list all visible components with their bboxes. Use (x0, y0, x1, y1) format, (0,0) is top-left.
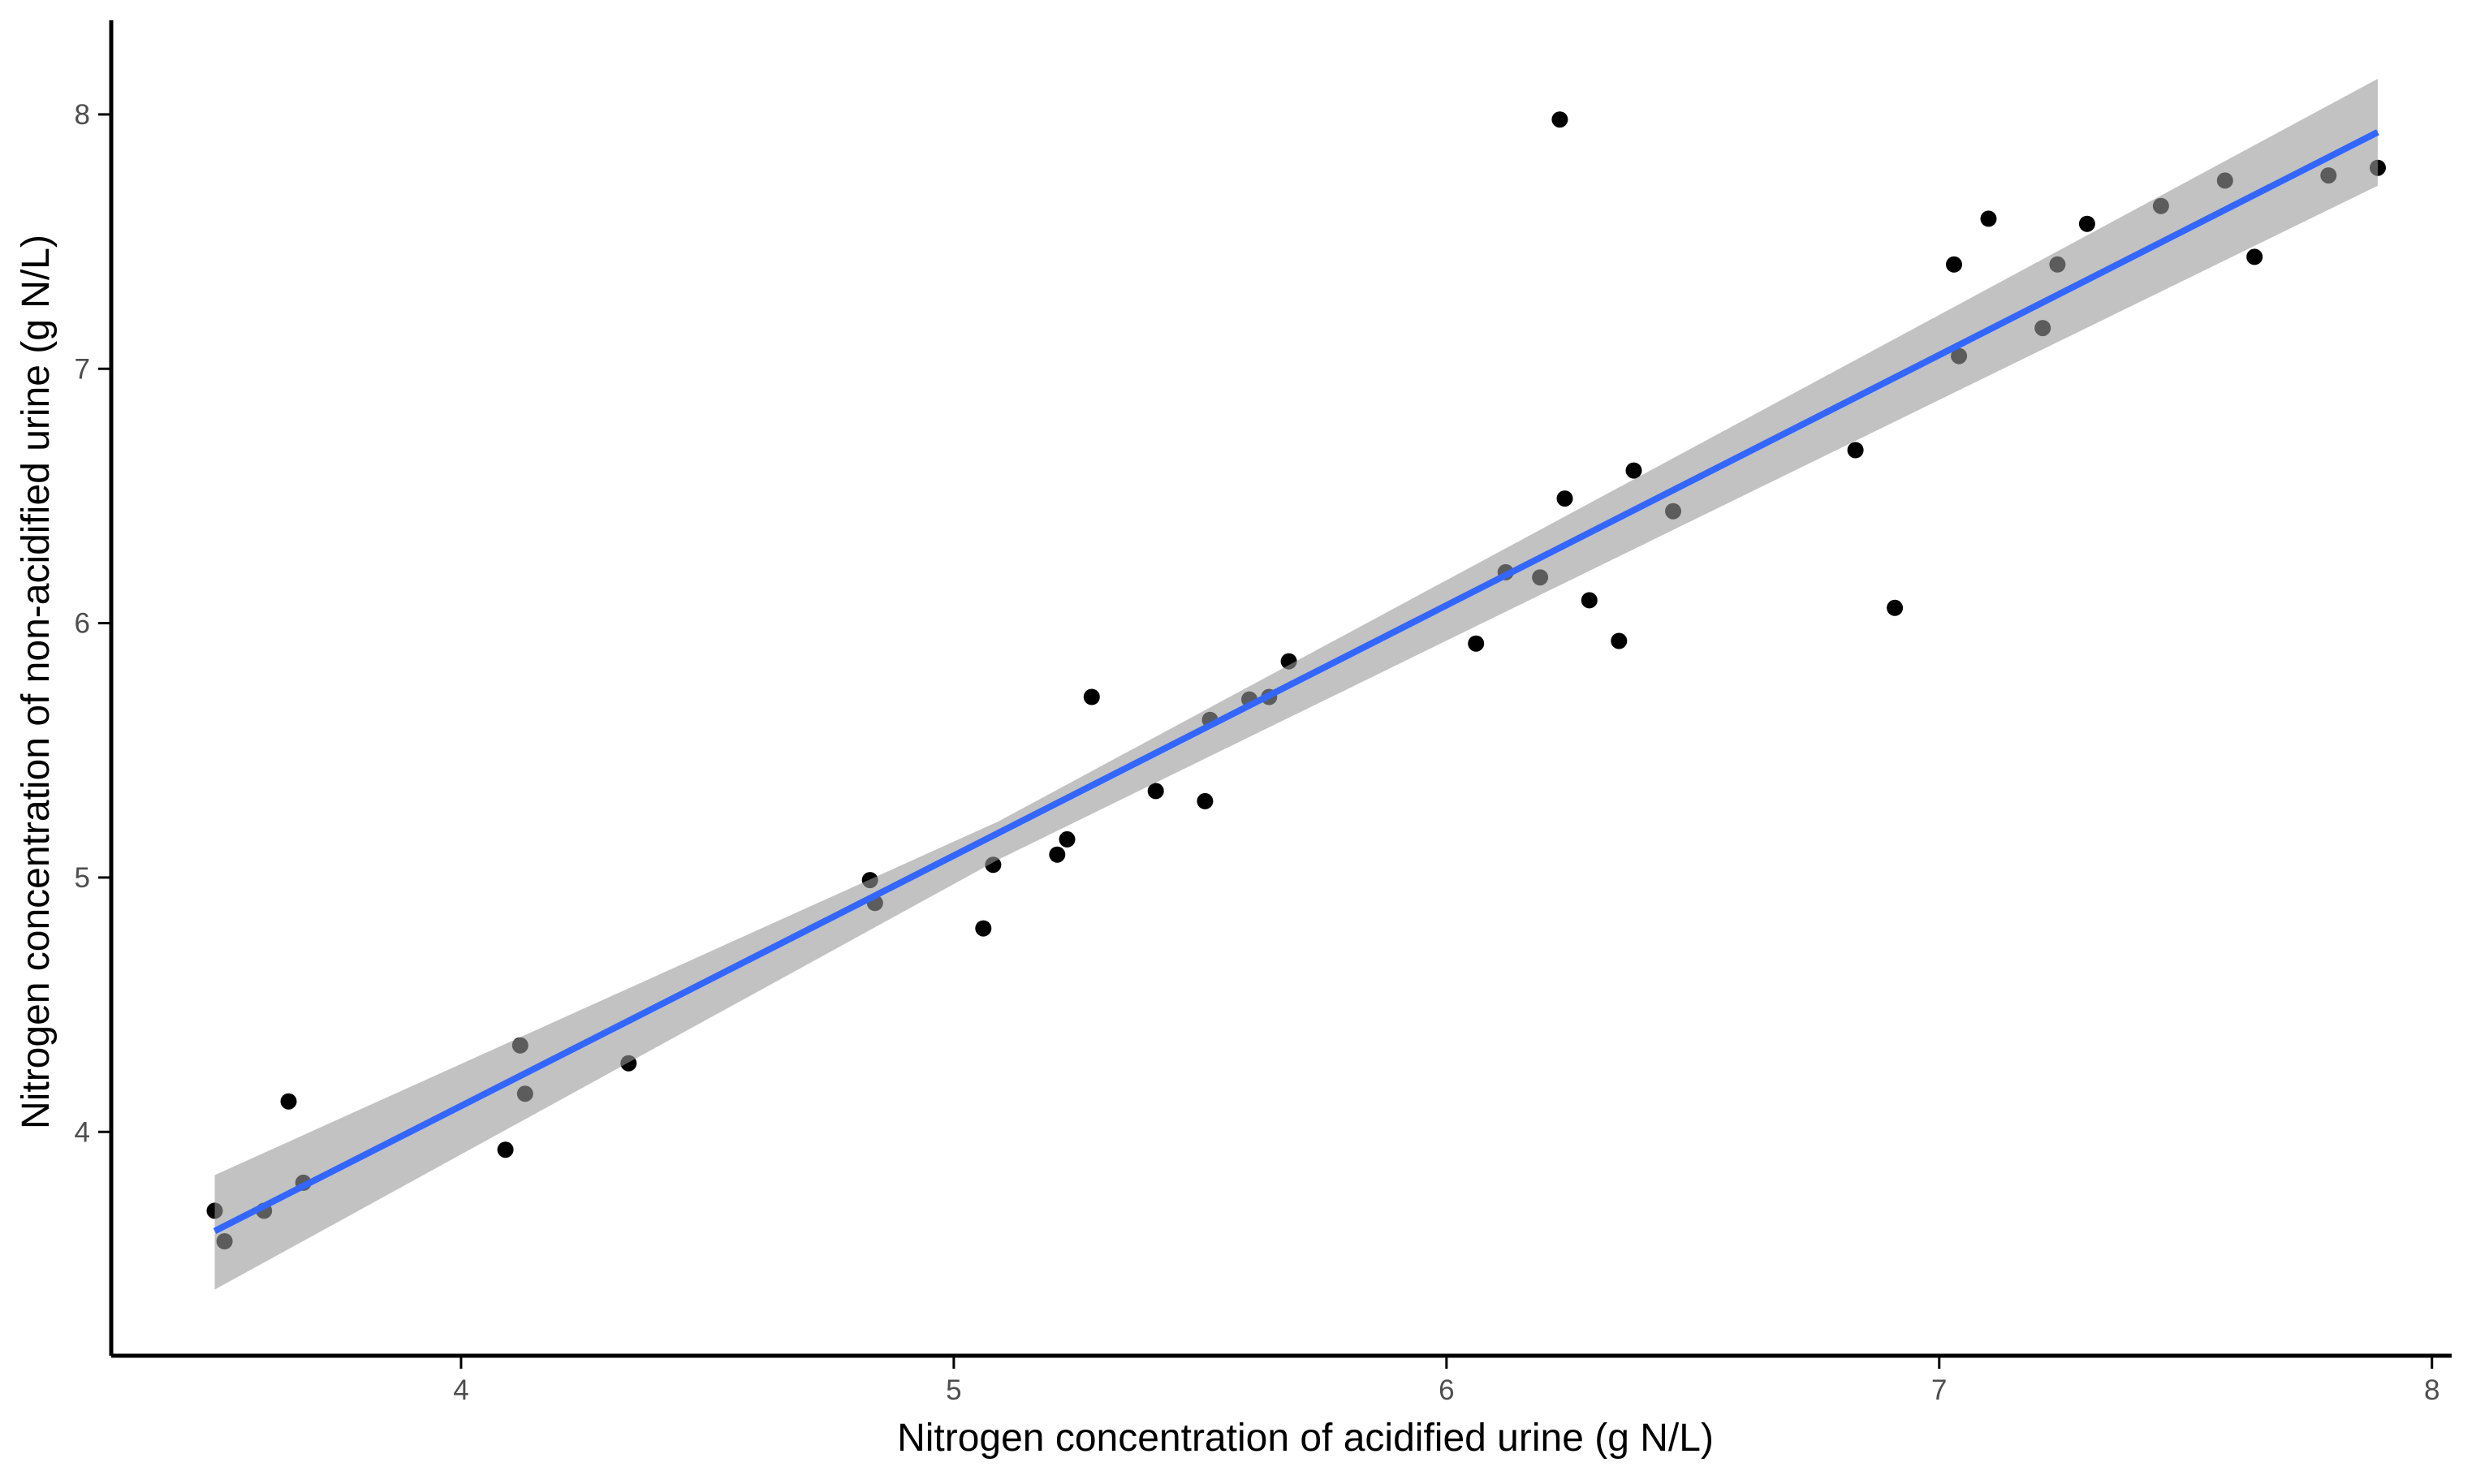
data-point (280, 1093, 297, 1110)
y-tick-label: 6 (75, 608, 90, 640)
data-point (1556, 490, 1573, 507)
data-point (1946, 256, 1962, 273)
regression-line-layer (213, 129, 2379, 1235)
data-point (1468, 635, 1485, 652)
y-tick-label: 8 (75, 99, 90, 131)
data-point (1980, 210, 1997, 227)
data-point (1847, 442, 1864, 459)
data-point (1049, 846, 1066, 863)
data-point (1611, 632, 1628, 649)
data-point (497, 1141, 514, 1158)
data-point (1197, 792, 1214, 809)
data-point (1059, 830, 1076, 848)
y-axis-title: Nitrogen concentration of non-acidified … (15, 235, 58, 1129)
data-point (2246, 248, 2263, 265)
y-axis-ticks: 4 5 6 7 8 (75, 99, 110, 1148)
data-point (1147, 783, 1164, 800)
data-point (2078, 215, 2095, 232)
x-tick-label: 6 (1439, 1374, 1454, 1406)
data-point (1887, 599, 1904, 616)
x-axis-title: Nitrogen concentration of acidified urin… (897, 1417, 1714, 1460)
x-axis-ticks: 4 5 6 7 8 (453, 1357, 2439, 1406)
x-tick-label: 5 (946, 1374, 961, 1406)
x-tick-label: 8 (2424, 1374, 2439, 1406)
data-point (975, 920, 992, 937)
y-tick-label: 7 (75, 353, 90, 385)
y-tick-label: 5 (75, 862, 90, 894)
data-point (1551, 111, 1568, 128)
data-point (1083, 688, 1100, 705)
data-point (1625, 462, 1642, 479)
x-tick-label: 7 (1931, 1374, 1947, 1406)
x-tick-label: 4 (453, 1374, 468, 1406)
regression-line (213, 129, 2379, 1235)
data-point (1581, 592, 1598, 609)
y-tick-label: 4 (75, 1116, 90, 1148)
